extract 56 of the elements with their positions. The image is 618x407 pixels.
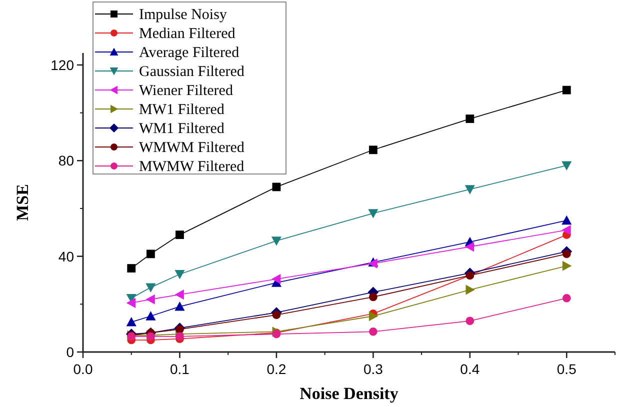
point	[176, 332, 184, 341]
point	[146, 294, 155, 304]
y-tick-label: 80	[58, 152, 74, 169]
point	[368, 258, 378, 269]
point	[146, 283, 156, 292]
point	[272, 310, 281, 320]
legend-label: WM1 Filtered	[139, 121, 225, 137]
legend-label: MW1 Filtered	[139, 102, 225, 118]
x-tick-label: 0.0	[73, 361, 93, 377]
legend-label: WMWM Filtered	[139, 140, 245, 156]
point	[174, 302, 185, 311]
x-tick-label: 0.3	[363, 361, 384, 377]
point	[562, 161, 572, 170]
legend-label: Median Filtered	[139, 26, 236, 42]
point	[146, 250, 155, 258]
point	[271, 274, 281, 284]
point	[368, 146, 378, 154]
point	[562, 215, 572, 225]
x-tick-label: 0.1	[170, 361, 190, 377]
point	[368, 209, 378, 218]
point	[466, 114, 474, 123]
y-tick-label: 40	[58, 248, 74, 264]
y-axis-title: MSE	[13, 184, 32, 221]
point	[368, 311, 378, 322]
point	[464, 185, 475, 194]
point	[176, 325, 184, 334]
legend-label: MWMW Filtered	[139, 159, 245, 175]
point	[126, 317, 136, 326]
x-tick-label: 0.4	[460, 361, 480, 377]
point	[126, 298, 136, 308]
point	[368, 327, 378, 336]
point	[368, 292, 378, 302]
legend-label: Gaussian Filtered	[139, 64, 245, 80]
point	[562, 294, 571, 302]
x-tick-label: 0.5	[556, 361, 577, 377]
y-tick-label: 120	[50, 56, 74, 73]
legend-label: Impulse Noisy	[139, 7, 228, 23]
legend-label: Average Filtered	[139, 45, 240, 61]
point	[562, 224, 571, 236]
point	[466, 284, 475, 295]
point	[562, 250, 571, 258]
point	[174, 270, 185, 280]
point	[146, 311, 156, 320]
point	[466, 316, 474, 326]
x-tick-label: 0.2	[266, 361, 286, 377]
x-axis-title: Noise Density	[300, 384, 399, 403]
legend-label: Wiener Filtered	[139, 83, 234, 99]
point	[176, 230, 184, 239]
point	[562, 260, 572, 271]
point	[562, 86, 571, 94]
point	[127, 264, 136, 272]
point	[271, 236, 282, 246]
point	[272, 182, 281, 192]
point	[174, 290, 184, 300]
point	[464, 242, 474, 252]
y-tick-label: 0	[66, 344, 74, 360]
